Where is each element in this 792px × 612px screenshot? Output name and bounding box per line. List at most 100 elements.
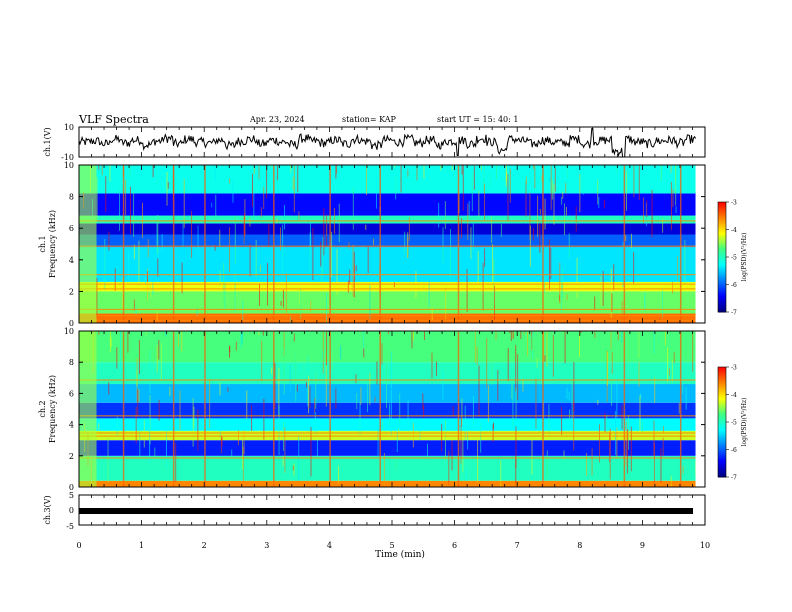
colorbar-cell [718, 304, 726, 307]
colorbar-tick-label: -7 [731, 475, 737, 482]
spectrogram-streak [365, 224, 367, 230]
spectrogram-streak [231, 449, 233, 471]
sferic-line [172, 165, 175, 323]
spectrogram-streak [531, 335, 533, 356]
spectrogram-streak [630, 426, 632, 472]
spectrogram-streak [297, 165, 299, 193]
spectrogram-streak [356, 392, 358, 410]
spectrogram-streak [407, 169, 409, 177]
colorbar-tick-label: -5 [731, 420, 737, 427]
ch2-colorbar: -3 -4 -5 -6 -7 log(PSD)(V²/Hz) [717, 365, 748, 482]
spectrogram-streak [234, 215, 236, 265]
sferic-line [679, 165, 682, 323]
spectrogram-streak [474, 331, 476, 363]
spectral-line [79, 435, 696, 437]
spectrogram-band [79, 215, 696, 224]
spectrogram-streak [299, 363, 301, 373]
spectrogram-streak [610, 331, 612, 350]
spectrogram-streak [591, 448, 593, 476]
colorbar-cell [718, 291, 726, 295]
spectrogram-streak [552, 334, 554, 377]
colorbar-cell [718, 227, 726, 230]
spectrogram-streak [480, 165, 482, 171]
colorbar-cell [718, 447, 726, 450]
spectrogram-streak [633, 165, 635, 198]
spectrogram-streak [128, 250, 130, 280]
spectrogram-streak [241, 331, 243, 344]
colorbar-cell [718, 387, 726, 390]
spectrogram-streak [282, 455, 284, 466]
spectrogram-streak [568, 392, 570, 401]
colorbar-cell [718, 264, 726, 267]
spectrogram-streak [116, 347, 118, 369]
spectrogram-streak [298, 211, 300, 220]
spectrogram-streak [108, 382, 110, 395]
spectrogram-streak [487, 385, 489, 423]
sferic-line [204, 331, 206, 487]
spectrogram-streak [108, 231, 110, 251]
spectrogram-streak [214, 165, 216, 182]
spectrogram-streak [667, 347, 669, 382]
sferic-line [457, 331, 460, 487]
spectrogram-band [79, 223, 696, 235]
colorbar-cell [718, 220, 726, 223]
spectrogram-streak [609, 431, 611, 463]
spectrogram-streak [336, 249, 338, 295]
colorbar-cell [718, 425, 726, 428]
spectrogram-streak [253, 165, 255, 174]
colorbar-cell [718, 246, 726, 249]
spectrogram-streak [259, 283, 261, 306]
spectrogram-streak [138, 388, 140, 403]
spectrogram-streak [444, 201, 446, 229]
spectrogram-streak [565, 207, 567, 216]
spectrogram-streak [462, 165, 464, 211]
spectrogram-streak [477, 439, 479, 483]
spectrogram-streak [366, 364, 368, 372]
spectrogram-streak [314, 398, 316, 414]
ch1-spectrogram-ylabel-channel: ch.1 [38, 235, 47, 252]
freq-tick-label: 8 [69, 193, 74, 202]
spectrogram-streak [278, 367, 280, 417]
spectrogram-streak [633, 251, 635, 284]
colorbar-label: log(PSD)(V²/Hz) [741, 233, 748, 282]
spectrogram-streak [639, 395, 641, 431]
spectrogram-streak [692, 331, 694, 372]
spectrogram-streak [283, 348, 285, 395]
freq-tick-label: 10 [64, 161, 74, 170]
spectrogram-band [79, 418, 696, 431]
colorbar-tick-label: -7 [731, 310, 737, 317]
colorbar-cell [718, 394, 726, 397]
spectrogram-streak [270, 165, 272, 169]
colorbar-cell [718, 308, 726, 311]
time-tick-label: 7 [515, 541, 520, 550]
spectrogram-streak [98, 423, 100, 430]
spectrogram-streak [441, 423, 443, 452]
spectrogram-streak [451, 440, 453, 471]
spectrogram-streak [101, 165, 103, 176]
spectrogram-streak [282, 224, 284, 275]
colorbar-cell [718, 280, 726, 284]
spectrogram-streak [253, 185, 255, 219]
spectrogram-streak [197, 225, 199, 261]
spectrogram-streak [315, 370, 317, 409]
spectrogram-streak [426, 443, 428, 460]
spectrogram-streak [507, 347, 509, 382]
spectrogram-streak [338, 465, 340, 484]
spectrogram-streak [177, 333, 179, 347]
spectrogram-streak [473, 165, 475, 190]
sferic-line [542, 331, 544, 487]
spectrogram-streak [561, 406, 563, 435]
spectrogram-streak [152, 281, 154, 295]
spectrogram-streak [394, 165, 396, 168]
spectrogram-streak [435, 361, 437, 377]
colorbar-cell [718, 301, 726, 304]
time-tick-label: 1 [139, 541, 144, 550]
spectrogram-streak [310, 300, 312, 313]
start-strip [79, 331, 97, 487]
ch1-waveform-panel: 10 -10 ch.1(V) [43, 123, 706, 162]
colorbar-cell [718, 455, 726, 458]
sferic-line [379, 331, 381, 487]
spectrogram-streak [534, 165, 536, 189]
spectrogram-streak [532, 165, 534, 169]
spectral-line [79, 482, 696, 484]
